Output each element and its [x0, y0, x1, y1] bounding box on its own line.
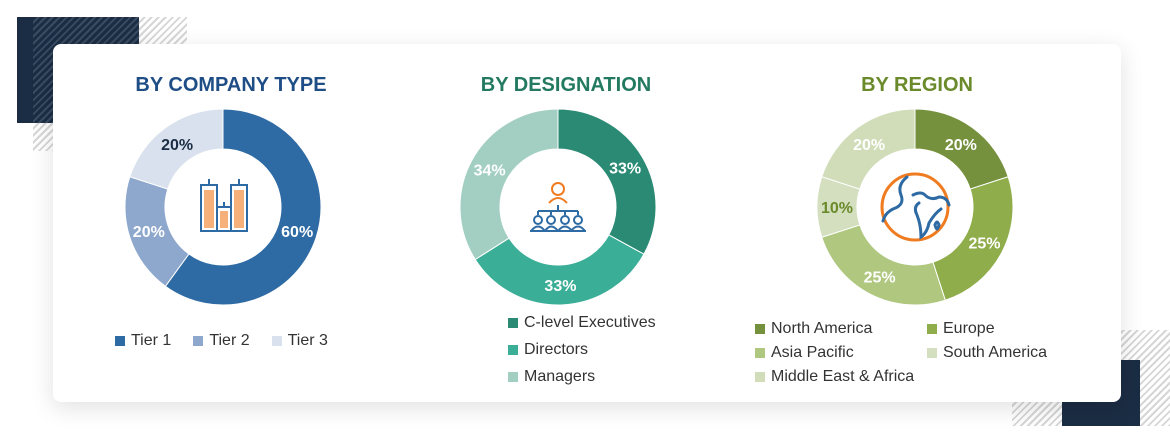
- data-label: 60%: [281, 224, 313, 241]
- legend-swatch: [271, 335, 282, 346]
- legend-swatch: [927, 348, 937, 358]
- legend-item: Tier 3: [271, 327, 328, 354]
- legend-swatch: [508, 371, 518, 382]
- slice-tier-1: [164, 108, 322, 306]
- legend-label: North America: [771, 320, 873, 337]
- donut-chart: 20% 25% 25% 10% 20%: [816, 108, 1014, 306]
- legend-item: Asia Pacific: [755, 341, 927, 365]
- legend-item: Europe: [927, 317, 1087, 341]
- legend-item: South America: [927, 341, 1087, 365]
- data-label: 25%: [968, 235, 1000, 252]
- slice-managers: [459, 108, 559, 261]
- legend-label: C-level Executives: [524, 313, 656, 331]
- data-label: 20%: [853, 137, 885, 154]
- data-label: 10%: [821, 200, 853, 217]
- data-label: 33%: [609, 160, 641, 177]
- legend-swatch: [927, 324, 937, 334]
- donut-chart: 60% 20% 20%: [124, 108, 322, 306]
- legend-label: Tier 2: [209, 331, 250, 349]
- legend-item: Tier 2: [193, 327, 250, 354]
- company-type-panel: BY COMPANY TYPE 60% 20% 20% Tier 1 Tier 2 Tie…: [53, 44, 409, 402]
- data-label: 20%: [133, 224, 165, 241]
- legend-item: North America: [755, 317, 927, 341]
- legend: Tier 1 Tier 2 Tier 3: [115, 327, 328, 354]
- legend-item: Managers: [508, 363, 656, 390]
- legend-swatch: [755, 324, 765, 334]
- slice-c-level-executives: [557, 108, 657, 255]
- slice-tier-3: [129, 108, 224, 190]
- chart-title: BY DESIGNATION: [480, 74, 652, 96]
- legend-swatch: [508, 344, 518, 355]
- buildings-icon: [200, 179, 248, 232]
- legend: North America Europe Asia Pacific South Ame…: [755, 317, 1087, 389]
- globe-icon: [880, 172, 951, 242]
- legend-label: Middle East & Africa: [771, 368, 915, 385]
- slice-middle-east-africa: [821, 108, 916, 190]
- legend-swatch: [508, 317, 518, 328]
- legend-label: Asia Pacific: [771, 344, 854, 361]
- legend-label: Europe: [943, 320, 995, 337]
- legend-item: Directors: [508, 336, 656, 363]
- legend-item: C-level Executives: [508, 309, 656, 336]
- data-label: 25%: [864, 269, 896, 286]
- legend-label: Directors: [524, 340, 589, 358]
- region-panel: BY REGION 20% 25% 25% 10% 20% North America Eu…: [739, 44, 1095, 402]
- legend-swatch: [193, 335, 204, 346]
- chart-title: BY REGION: [861, 74, 973, 96]
- legend-swatch: [115, 335, 125, 346]
- legend-item: Middle East & Africa: [755, 365, 927, 389]
- data-label: 34%: [474, 162, 506, 179]
- legend-label: Tier 3: [287, 331, 328, 349]
- chart-card: BY COMPANY TYPE 60% 20% 20% Tier 1 Tier 2 Tie…: [53, 44, 1121, 402]
- data-label: 20%: [945, 137, 977, 154]
- slice-directors: [474, 234, 645, 306]
- legend-label: Managers: [524, 367, 596, 385]
- data-label: 33%: [544, 278, 576, 295]
- legend-swatch: [755, 348, 765, 358]
- legend-label: South America: [943, 344, 1048, 361]
- legend-item: Tier 1: [115, 327, 171, 354]
- legend-label: Tier 1: [131, 331, 172, 349]
- legend-swatch: [755, 372, 765, 382]
- decor-hatch: [33, 123, 53, 151]
- legend: C-level Executives Directors Managers: [508, 309, 656, 390]
- data-label: 20%: [161, 137, 193, 154]
- decor-hatch: [139, 17, 187, 44]
- designation-panel: BY DESIGNATION 33% 33% 34% C-level Executiv…: [388, 44, 744, 402]
- donut-chart: 33% 33% 34%: [459, 108, 657, 306]
- chart-title: BY COMPANY TYPE: [135, 74, 327, 96]
- hierarchy-people-icon: [530, 182, 586, 232]
